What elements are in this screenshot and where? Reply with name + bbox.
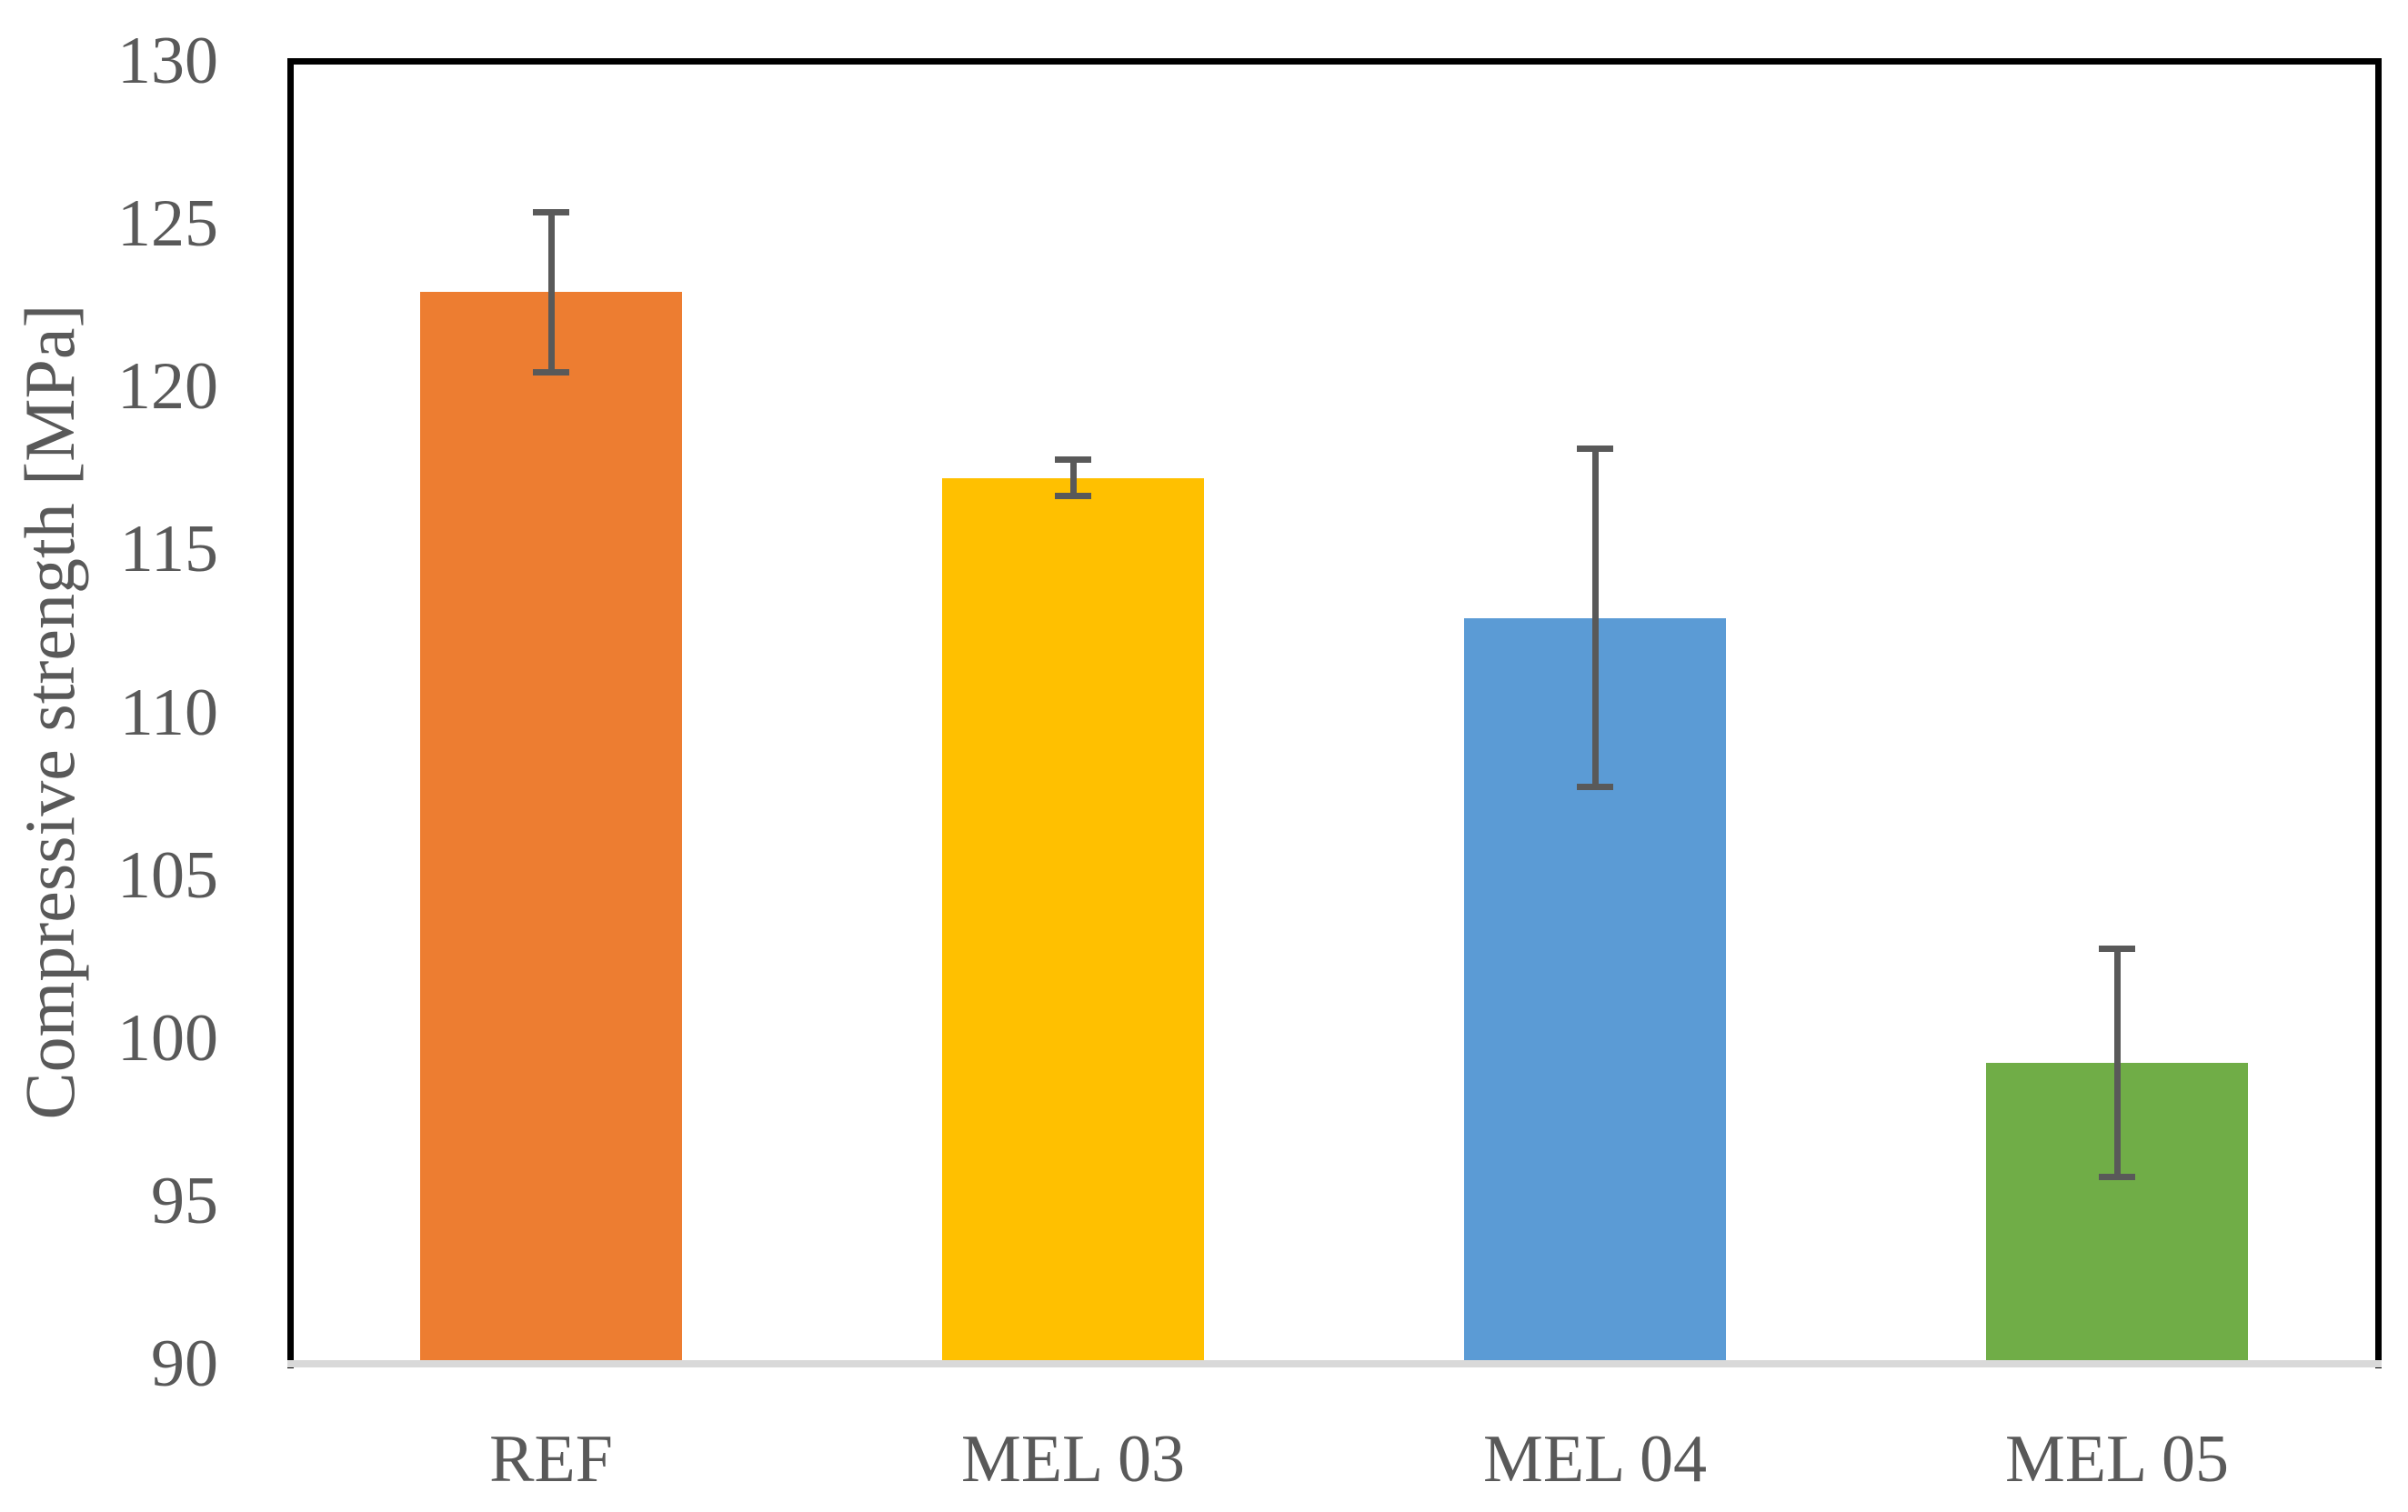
x-category-label-ref: REF (489, 1422, 613, 1497)
error-bar-ref-line (547, 212, 555, 373)
error-bar-mel-04-cap-bottom (1577, 784, 1613, 791)
plot-frame-right (2375, 58, 2382, 1368)
error-bar-mel-03-line (1069, 459, 1077, 496)
x-axis-line (287, 1360, 2382, 1367)
error-bar-mel-05-line (2113, 948, 2121, 1177)
x-category-label-mel-03: MEL 03 (961, 1422, 1185, 1497)
error-bar-mel-05-cap-bottom (2099, 1173, 2135, 1180)
plot-frame-left (287, 58, 294, 1368)
plot-frame-top (287, 58, 2382, 65)
bar-ref (420, 292, 682, 1360)
y-tick-label: 105 (117, 837, 218, 913)
x-category-label-mel-05: MEL 05 (2005, 1422, 2229, 1497)
y-tick-label: 90 (151, 1327, 218, 1401)
error-bar-mel-03-cap-top (1055, 456, 1091, 464)
y-tick-label: 110 (119, 675, 218, 750)
y-tick-label: 95 (151, 1163, 218, 1238)
y-tick-label: 115 (119, 512, 218, 587)
error-bar-mel-04-line (1591, 448, 1599, 787)
y-tick-label: 120 (117, 349, 218, 425)
error-bar-mel-03-cap-bottom (1055, 492, 1091, 499)
bar-mel-03 (942, 477, 1204, 1360)
y-tick-label: 130 (117, 24, 218, 98)
y-tick-label: 100 (117, 1000, 218, 1076)
x-category-label-mel-04: MEL 04 (1483, 1422, 1707, 1497)
y-tick-label: 125 (117, 186, 218, 262)
error-bar-mel-04-cap-top (1577, 445, 1613, 452)
error-bar-mel-05-cap-top (2099, 945, 2135, 952)
error-bar-ref-cap-bottom (533, 368, 569, 375)
error-bar-ref-cap-top (533, 209, 569, 216)
